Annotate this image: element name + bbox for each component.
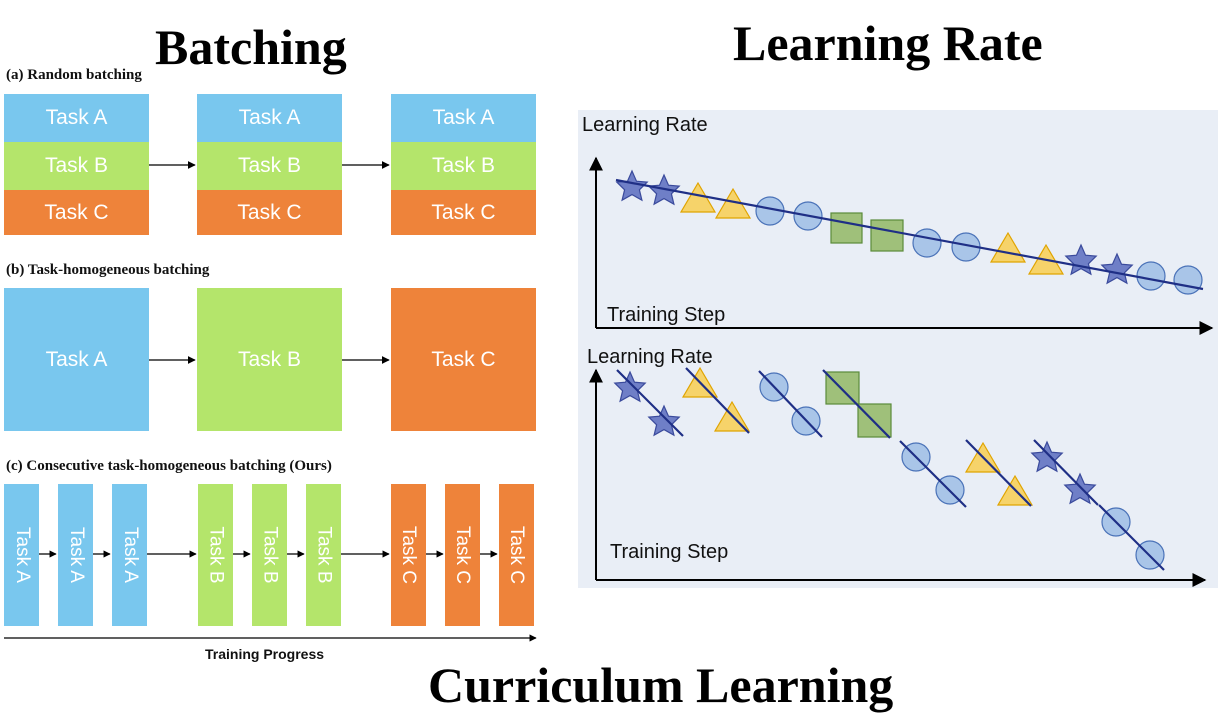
task-block-b: Task B <box>197 288 342 431</box>
task-block-c: Task C <box>391 190 536 235</box>
triangle-marker <box>989 231 1027 263</box>
square-marker <box>857 403 892 438</box>
bottom-lr-segment <box>616 369 684 437</box>
top-y-axis-title: Learning Rate <box>582 114 708 136</box>
star-marker <box>613 370 647 403</box>
bottom-lr-segment <box>822 369 891 439</box>
bottom-lr-segment <box>899 440 967 508</box>
star-marker <box>1030 440 1064 473</box>
bottom-lr-segment <box>758 370 823 438</box>
task-block-a: Task A <box>4 288 149 431</box>
task-block-a: Task A <box>112 484 147 626</box>
task-block-a: Task A <box>197 94 342 142</box>
curriculum-learning-title: Curriculum Learning <box>428 657 894 713</box>
bottom-lr-segment <box>1098 504 1165 571</box>
bottom-lr-segment <box>965 439 1032 507</box>
task-block-a: Task A <box>4 94 149 142</box>
task-block-c: Task C <box>391 288 536 431</box>
circle-marker <box>912 228 942 258</box>
task-block-b: Task B <box>197 142 342 190</box>
bottom-lr-segment <box>1033 439 1099 506</box>
square-marker <box>830 212 863 244</box>
random-batching-label: (a) Random batching <box>6 67 142 83</box>
task-block-b: Task B <box>391 142 536 190</box>
learning-rate-title: Learning Rate <box>733 15 1043 71</box>
task-block-b: Task B <box>306 484 341 626</box>
task-block-b: Task B <box>252 484 287 626</box>
star-marker <box>647 404 681 437</box>
task-block-c: Task C <box>197 190 342 235</box>
task-block-c: Task C <box>445 484 480 626</box>
task-block-c: Task C <box>391 484 426 626</box>
batching-title: Batching <box>155 19 347 75</box>
star-marker <box>1100 252 1134 285</box>
task-block-a: Task A <box>391 94 536 142</box>
task-block-b: Task B <box>198 484 233 626</box>
circle-marker <box>1136 261 1166 291</box>
circle-marker <box>1173 265 1203 295</box>
task-block-a: Task A <box>4 484 39 626</box>
top-lr-decay-line <box>615 178 1204 291</box>
bottom-x-axis-title: Training Step <box>610 541 729 563</box>
homogeneous-batching-label: (b) Task-homogeneous batching <box>6 262 210 278</box>
bottom-lr-segment <box>685 367 750 434</box>
consecutive-batching-label: (c) Consecutive task-homogeneous batchin… <box>6 458 332 474</box>
star-marker <box>1064 243 1098 276</box>
task-block-c: Task C <box>4 190 149 235</box>
task-block-a: Task A <box>58 484 93 626</box>
task-block-b: Task B <box>4 142 149 190</box>
task-block-c: Task C <box>499 484 534 626</box>
bottom-y-axis-title: Learning Rate <box>587 346 713 368</box>
training-progress-label: Training Progress <box>205 646 325 662</box>
square-marker <box>870 219 904 252</box>
top-x-axis-title: Training Step <box>607 304 726 326</box>
